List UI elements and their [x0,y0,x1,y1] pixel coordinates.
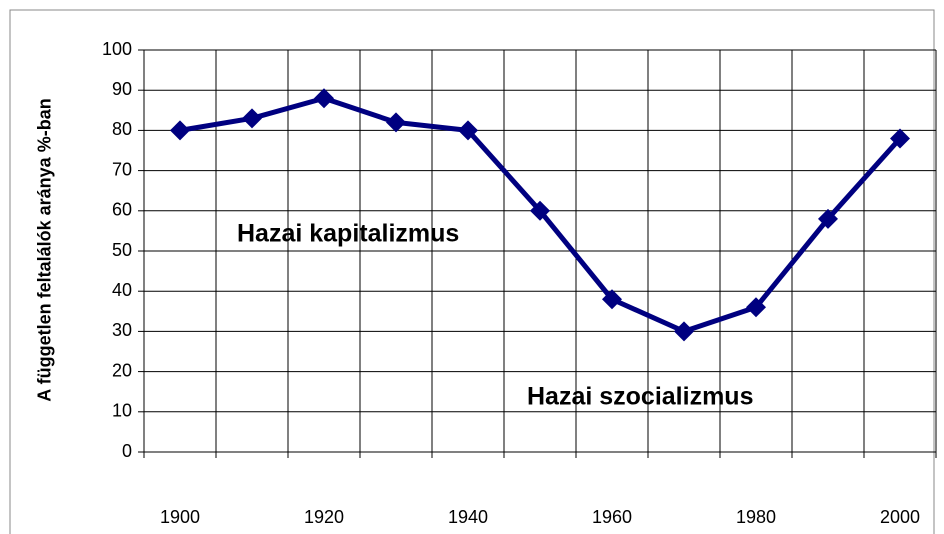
x-tick-label: 2000 [880,507,920,527]
marker [746,297,766,318]
x-tick-label: 1920 [304,507,344,527]
y-tick-label: 70 [112,159,132,179]
marker [602,289,622,310]
marker [242,108,262,129]
y-tick-label: 40 [112,280,132,300]
x-tick-label: 1980 [736,507,776,527]
marker [674,321,694,342]
x-tick-label: 1900 [160,507,200,527]
y-tick-label: 0 [122,441,132,461]
chart-border [9,9,935,534]
marker [458,120,478,141]
annotation: Hazai kapitalizmus [237,220,459,248]
marker [314,88,334,109]
y-tick-label: 80 [112,119,132,139]
y-tick-label: 10 [112,401,132,421]
y-tick-label: 100 [102,39,132,59]
x-tick-label: 1940 [448,507,488,527]
marker [890,128,910,149]
y-tick-label: 20 [112,360,132,380]
y-tick-label: 50 [112,240,132,260]
annotation: Hazai szocializmus [527,383,753,411]
marker [386,112,406,133]
marker [170,120,190,141]
y-axis-label: A független feltalálók aránya %-ban [34,98,55,402]
y-tick-label: 60 [112,200,132,220]
x-tick-label: 1960 [592,507,632,527]
y-tick-label: 90 [112,79,132,99]
marker [530,200,550,221]
marker [818,208,838,229]
y-tick-label: 30 [112,320,132,340]
